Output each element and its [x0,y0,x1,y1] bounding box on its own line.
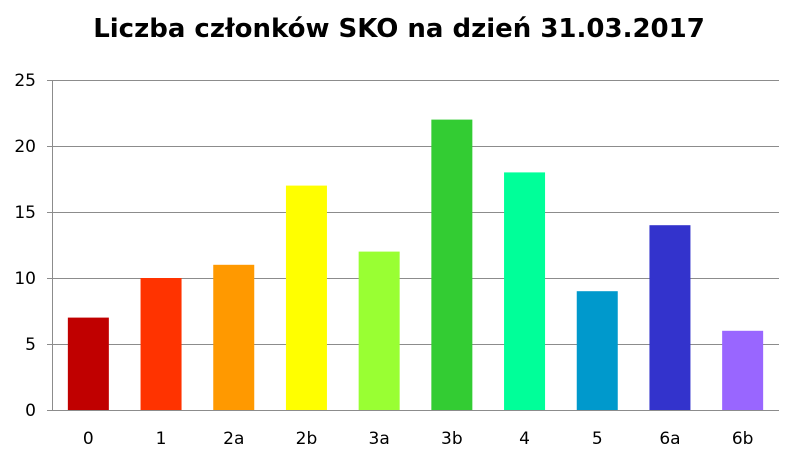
y-tick-label: 25 [14,71,36,91]
bar-5 [576,291,618,410]
y-tick-labels: 0 5 10 15 20 25 [14,71,36,421]
bar-2a [213,264,255,410]
bar-0 [67,317,109,410]
x-tick-label: 1 [156,429,167,449]
bar-2b [285,185,327,410]
x-tick-label: 6a [659,429,680,449]
x-tick-label: 4 [519,429,530,449]
x-tick-label: 5 [592,429,603,449]
bar-6a [649,225,691,410]
bar-1 [140,278,182,410]
bar-3b [431,119,473,410]
y-tick-label: 0 [25,401,36,421]
bar-3a [358,251,400,410]
x-tick-label: 3a [369,429,390,449]
x-tick-label: 2b [296,429,318,449]
axes [47,80,779,411]
bar-6b [722,330,764,410]
x-tick-labels: 0 1 2a 2b 3a 3b 4 5 6a 6b [83,429,754,449]
x-tick-label: 0 [83,429,94,449]
y-tick-label: 10 [14,269,36,289]
x-tick-label: 2a [223,429,244,449]
bars [67,119,764,410]
bar-4 [504,172,546,410]
y-tick-label: 20 [14,137,36,157]
chart-title: Liczba członków SKO na dzień 31.03.2017 [93,14,705,44]
x-tick-label: 3b [441,429,463,449]
x-tick-label: 6b [732,429,754,449]
y-tick-label: 15 [14,203,36,223]
y-tick-label: 5 [25,335,36,355]
